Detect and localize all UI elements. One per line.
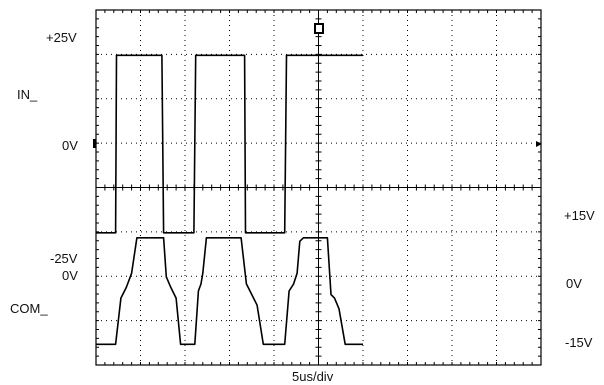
com-high-voltage-label: +15V bbox=[564, 208, 595, 223]
in-zero-voltage-label: 0V bbox=[62, 138, 78, 153]
trigger-position-marker bbox=[314, 23, 324, 34]
in-channel-label: IN_ bbox=[17, 87, 38, 102]
com-zero-voltage-label: 0V bbox=[566, 276, 582, 291]
com-low-voltage-label: -15V bbox=[565, 335, 593, 350]
time-per-division-label: 5us/div bbox=[292, 369, 334, 384]
trace-in bbox=[96, 54, 363, 234]
in-low-voltage-label: -25V bbox=[50, 251, 78, 266]
plot-frame bbox=[95, 9, 542, 366]
traces bbox=[96, 54, 363, 346]
trigger-level-arrow bbox=[536, 141, 542, 147]
markers bbox=[93, 23, 542, 148]
in-high-voltage-label: +25V bbox=[46, 30, 77, 45]
channel-ground-marker bbox=[93, 139, 96, 148]
com-channel-label: COM_ bbox=[10, 301, 48, 316]
com-zero-voltage-label-left: 0V bbox=[62, 268, 78, 283]
trace-com bbox=[96, 237, 363, 346]
